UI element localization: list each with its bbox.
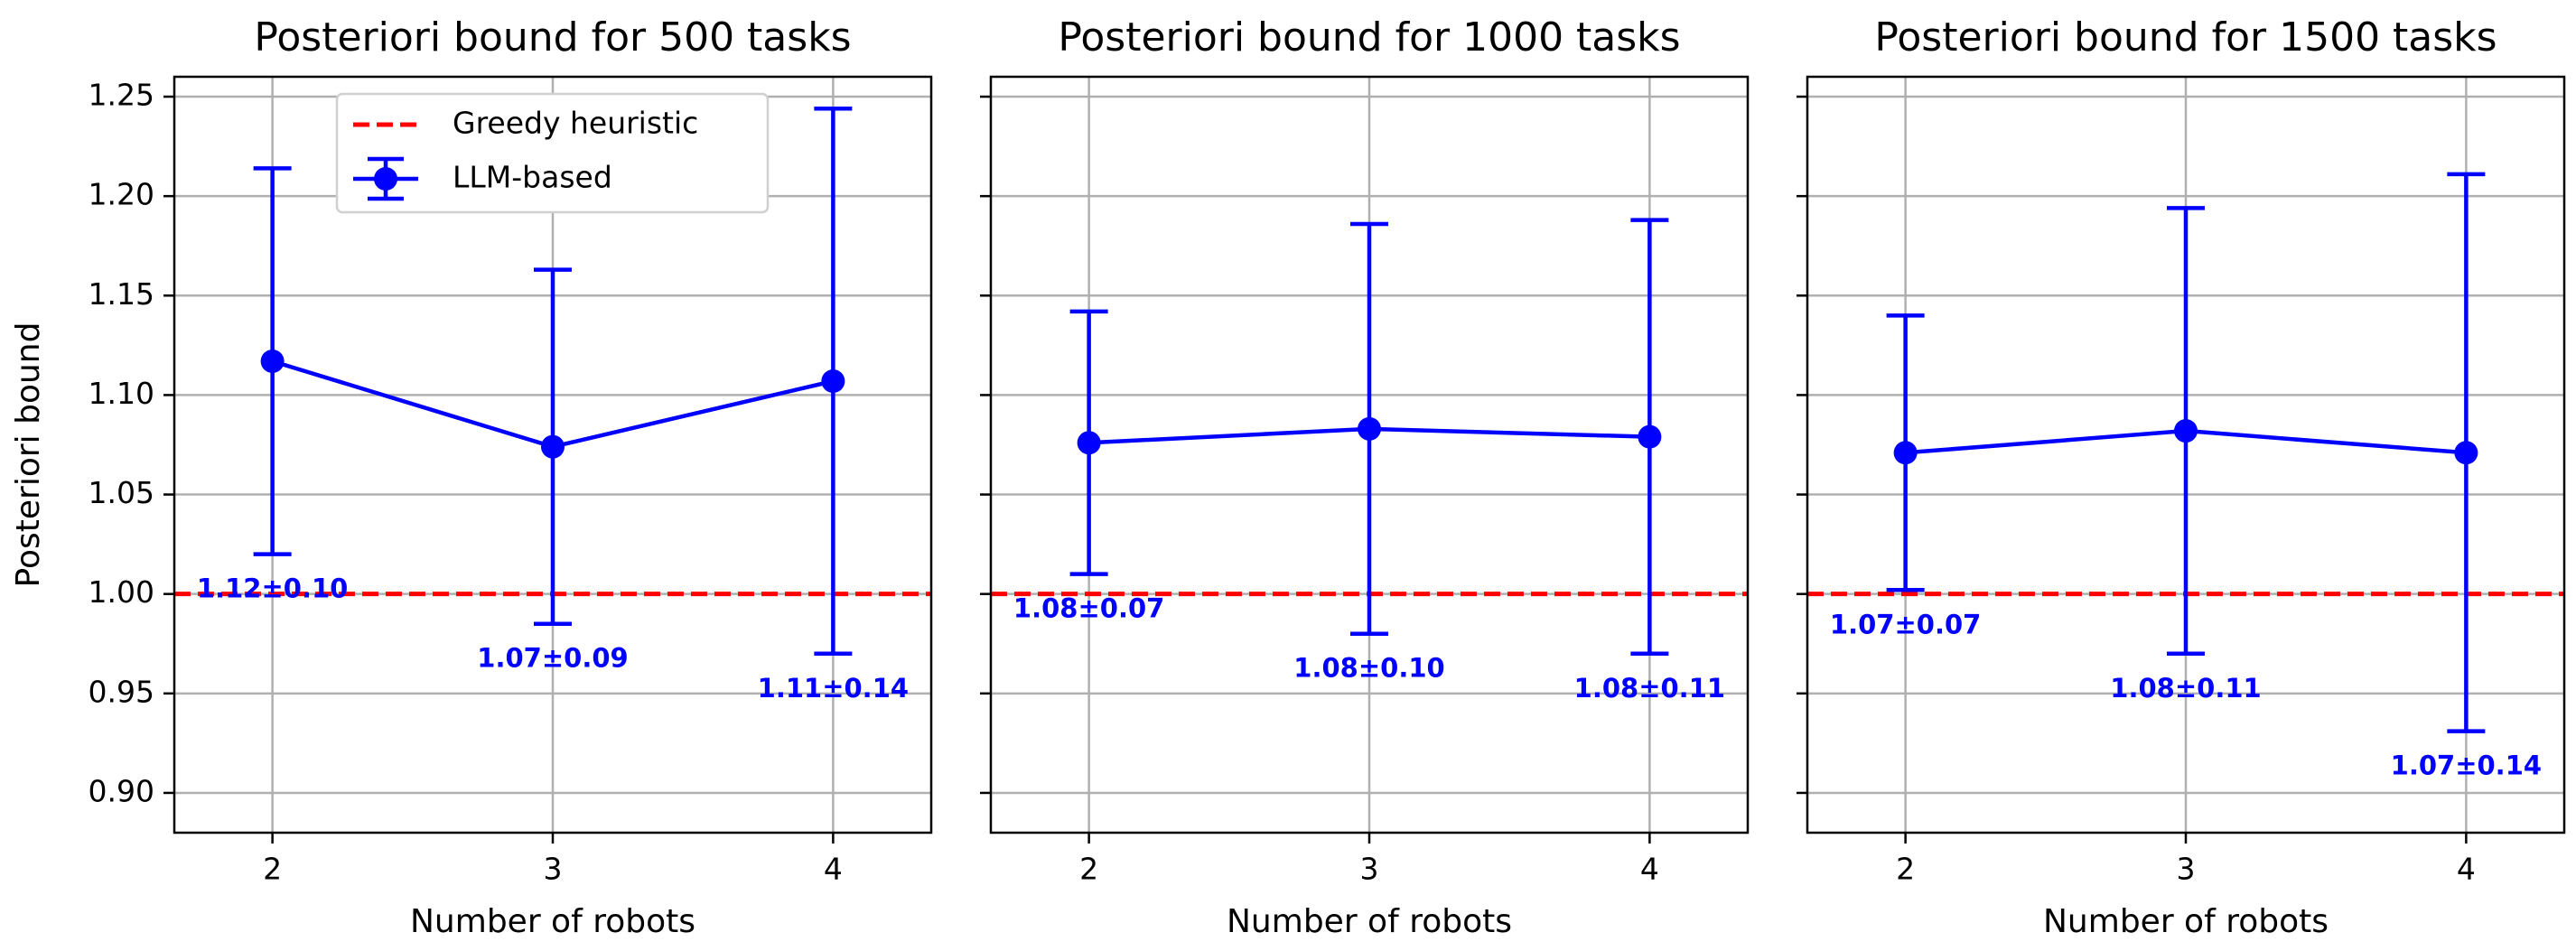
y-tick-label: 0.95 <box>89 674 154 709</box>
marker <box>541 434 565 459</box>
marker <box>260 349 285 373</box>
legend: Greedy heuristic LLM-based <box>335 92 770 214</box>
marker <box>2454 441 2478 465</box>
marker <box>1893 441 1918 465</box>
marker <box>2174 419 2198 443</box>
value-label: 1.07±0.14 <box>2391 751 2542 781</box>
x-tick-label: 2 <box>263 852 282 887</box>
plot-frame <box>1806 75 2566 834</box>
plot-frame <box>173 75 933 834</box>
x-tick-label: 3 <box>544 852 563 887</box>
chart-title: Posteriori bound for 500 tasks <box>254 14 851 61</box>
y-axis-label: Posteriori bound <box>10 322 47 588</box>
legend-label: Greedy heuristic <box>453 106 698 141</box>
y-tick-label: 1.00 <box>89 574 154 610</box>
y-tick-label: 0.90 <box>89 773 154 808</box>
y-tick-label: 1.10 <box>89 376 154 411</box>
x-axis-label: Number of robots <box>410 903 695 940</box>
x-tick-label: 3 <box>1360 852 1379 887</box>
value-label: 1.11±0.14 <box>758 673 909 704</box>
x-tick-label: 4 <box>1640 852 1659 887</box>
x-tick-label: 3 <box>2177 852 2196 887</box>
y-tick-label: 1.25 <box>89 78 154 113</box>
y-tick-label: 1.05 <box>89 475 154 510</box>
marker <box>1638 424 1662 449</box>
legend-swatch <box>374 167 397 191</box>
x-tick-label: 4 <box>824 852 843 887</box>
marker <box>821 369 845 394</box>
marker <box>1077 431 1101 455</box>
chart-title: Posteriori bound for 1000 tasks <box>1058 14 1680 61</box>
value-label: 1.08±0.10 <box>1293 653 1444 684</box>
x-tick-label: 4 <box>2457 852 2476 887</box>
value-label: 1.08±0.11 <box>1574 673 1725 704</box>
value-label: 1.08±0.07 <box>1013 593 1164 624</box>
marker <box>1358 416 1381 441</box>
y-tick-label: 1.15 <box>89 276 154 312</box>
value-label: 1.12±0.10 <box>197 573 348 604</box>
value-label: 1.07±0.09 <box>477 643 628 674</box>
value-label: 1.07±0.07 <box>1830 609 1981 639</box>
x-tick-label: 2 <box>1896 852 1915 887</box>
legend-box <box>335 92 770 214</box>
x-axis-label: Number of robots <box>2043 903 2329 940</box>
legend-label: LLM-based <box>453 160 612 195</box>
plot-frame <box>989 75 1750 834</box>
x-tick-label: 2 <box>1079 852 1098 887</box>
value-label: 1.08±0.11 <box>2110 673 2261 704</box>
x-axis-label: Number of robots <box>1227 903 1512 940</box>
y-tick-label: 1.20 <box>89 177 154 212</box>
chart-title: Posteriori bound for 1500 tasks <box>1874 14 2497 61</box>
